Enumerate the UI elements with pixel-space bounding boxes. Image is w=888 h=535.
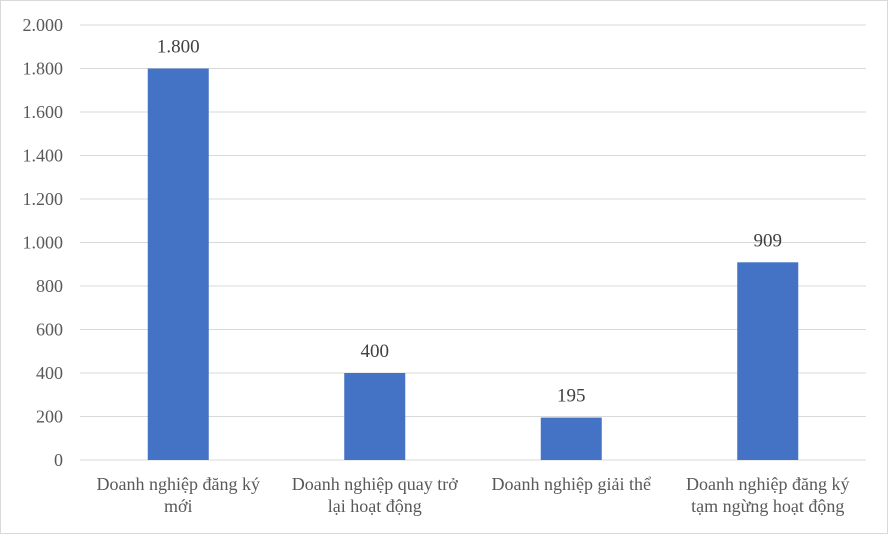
x-category-label: mới <box>164 496 193 516</box>
y-tick-label: 1.000 <box>23 233 64 253</box>
data-label: 195 <box>557 386 586 407</box>
x-category-label: Doanh nghiệp đăng ký <box>97 474 260 494</box>
x-category-label: Doanh nghiệp quay trở <box>292 474 458 494</box>
y-tick-label: 0 <box>54 450 63 470</box>
y-tick-label: 2.000 <box>23 15 64 35</box>
y-tick-label: 1.800 <box>23 59 64 79</box>
x-category-label: Doanh nghiệp giải thể <box>492 474 651 494</box>
y-tick-label: 1.600 <box>23 102 64 122</box>
y-tick-label: 200 <box>36 407 63 427</box>
x-category-label: lại hoạt động <box>328 496 422 516</box>
y-tick-label: 600 <box>36 320 63 340</box>
bar <box>737 262 799 460</box>
bar <box>344 373 406 460</box>
data-label: 1.800 <box>157 37 200 58</box>
y-tick-label: 1.400 <box>23 146 64 166</box>
y-tick-label: 1.200 <box>23 189 64 209</box>
bar <box>540 417 602 460</box>
x-category-label: Doanh nghiệp đăng ký <box>686 474 849 494</box>
data-label: 400 <box>361 341 390 362</box>
y-tick-label: 400 <box>36 363 63 383</box>
x-category-label: tạm ngừng hoạt động <box>691 496 844 516</box>
y-tick-label: 800 <box>36 276 63 296</box>
data-label: 909 <box>754 230 783 251</box>
bar <box>147 68 209 460</box>
